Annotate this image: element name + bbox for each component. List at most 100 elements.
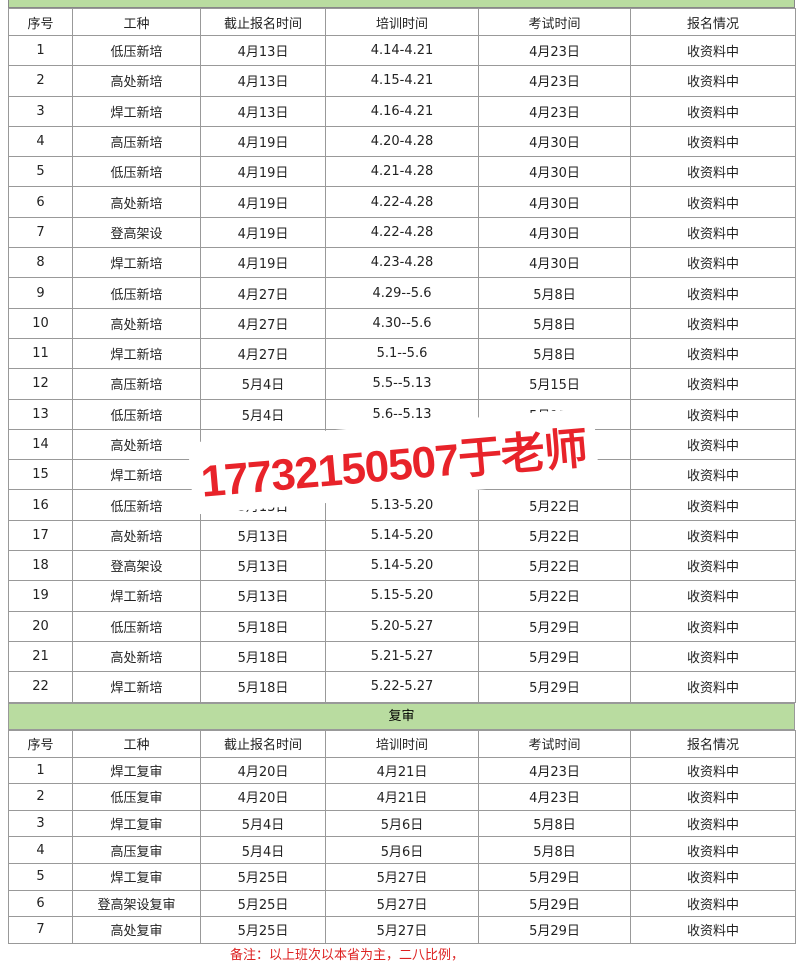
cell: 焊工新培 [72, 671, 201, 703]
cell: 考试时间 [478, 8, 631, 36]
cell: 焊工新培 [72, 247, 201, 279]
cell: 4月19日 [200, 125, 326, 158]
cell: 5月29日 [478, 916, 631, 944]
cell: 5月4日 [200, 398, 326, 430]
row: 9 低压新培 4月27日 4.29--5.6 5月8日 收资料中 [8, 277, 796, 309]
cell: 16 [8, 489, 73, 521]
cell: 1 [8, 756, 73, 785]
cell: 5.14-5.20 [325, 550, 479, 582]
cell: 4.22-4.28 [325, 216, 479, 249]
cell: 4月23日 [478, 756, 631, 785]
cell: 5.5--5.13 [325, 368, 479, 400]
cell: 5.14-5.20 [325, 519, 479, 552]
cell: 11 [8, 337, 73, 370]
cell: 工种 [72, 730, 201, 758]
cell: 收资料中 [630, 459, 796, 491]
cell: 登高架设复审 [72, 889, 201, 918]
cell: 5.22-5.27 [325, 671, 479, 703]
row: 5 低压新培 4月19日 4.21-4.28 4月30日 收资料中 [8, 156, 796, 188]
cell: 4 [8, 125, 73, 158]
cell: 5月29日 [478, 640, 631, 673]
cell: 6 [8, 186, 73, 218]
cell: 15 [8, 459, 73, 491]
cell: 5月18日 [200, 671, 326, 703]
row: 6 登高架设复审 5月25日 5月27日 5月29日 收资料中 [8, 889, 796, 918]
cell: 4月27日 [200, 307, 326, 339]
row: 12 高压新培 5月4日 5.5--5.13 5月15日 收资料中 [8, 368, 796, 400]
cell: 5月25日 [200, 889, 326, 918]
cell: 收资料中 [630, 277, 796, 309]
cell: 4.23-4.28 [325, 247, 479, 279]
cell: 焊工复审 [72, 756, 201, 785]
cell: 2 [8, 783, 73, 811]
cell: 5月6日 [325, 836, 479, 864]
cell: 4月27日 [200, 337, 326, 370]
cell: 4.21-4.28 [325, 156, 479, 188]
cell: 收资料中 [630, 186, 796, 218]
cell: 低压新培 [72, 156, 201, 188]
cell: 高压复审 [72, 836, 201, 864]
cell: 焊工复审 [72, 809, 201, 838]
cell: 17 [8, 519, 73, 552]
cell: 登高架设 [72, 216, 201, 249]
cell: 14 [8, 428, 73, 461]
cell: 4月30日 [478, 216, 631, 249]
cell: 18 [8, 550, 73, 582]
cell: 4.15-4.21 [325, 65, 479, 97]
cell: 3 [8, 809, 73, 838]
row: 7 高处复审 5月25日 5月27日 5月29日 收资料中 [8, 916, 796, 944]
cell: 5月22日 [478, 550, 631, 582]
cell: 5月13日 [200, 519, 326, 552]
cell: 报名情况 [630, 8, 796, 36]
cell: 收资料中 [630, 519, 796, 552]
cell: 5月8日 [478, 809, 631, 838]
row: 1 焊工复审 4月20日 4月21日 4月23日 收资料中 [8, 756, 796, 785]
row: 18 登高架设 5月13日 5.14-5.20 5月22日 收资料中 [8, 550, 796, 582]
cell: 高处复审 [72, 916, 201, 944]
cell: 5月15日 [478, 368, 631, 400]
cell: 4月21日 [325, 756, 479, 785]
cell: 4月23日 [478, 783, 631, 811]
cell: 4.22-4.28 [325, 186, 479, 218]
section-title: 复审 [8, 703, 795, 730]
note: 备注：以上班次以本省为主，二八比例， [230, 948, 465, 963]
cell: 序号 [8, 730, 73, 758]
cell: 1 [8, 34, 73, 67]
cell: 收资料中 [630, 95, 796, 127]
cell: 收资料中 [630, 247, 796, 279]
cell: 21 [8, 640, 73, 673]
cell: 5.15-5.20 [325, 580, 479, 612]
row: 1 低压新培 4月13日 4.14-4.21 4月23日 收资料中 [8, 34, 796, 67]
cell: 5月8日 [478, 836, 631, 864]
cell: 收资料中 [630, 916, 796, 944]
cell: 低压新培 [72, 489, 201, 521]
row: 4 高压新培 4月19日 4.20-4.28 4月30日 收资料中 [8, 125, 796, 158]
cell: 4月23日 [478, 65, 631, 97]
cell: 6 [8, 889, 73, 918]
cell: 7 [8, 216, 73, 249]
cell: 5月27日 [325, 862, 479, 891]
cell: 5.21-5.27 [325, 640, 479, 673]
cell: 2 [8, 65, 73, 97]
cell: 5月27日 [325, 916, 479, 944]
cell: 收资料中 [630, 836, 796, 864]
cell: 5 [8, 156, 73, 188]
cell: 收资料中 [630, 580, 796, 612]
cell: 3 [8, 95, 73, 127]
cell: 5月8日 [478, 277, 631, 309]
row: 19 焊工新培 5月13日 5.15-5.20 5月22日 收资料中 [8, 580, 796, 612]
cell: 4.14-4.21 [325, 34, 479, 67]
cell: 5.20-5.27 [325, 610, 479, 642]
cell: 13 [8, 398, 73, 430]
cell: 5月29日 [478, 610, 631, 642]
cell: 收资料中 [630, 398, 796, 430]
row: 5 焊工复审 5月25日 5月27日 5月29日 收资料中 [8, 862, 796, 891]
cell: 5月8日 [478, 337, 631, 370]
cell: 5月8日 [478, 307, 631, 339]
cell: 5月13日 [200, 580, 326, 612]
cell: 9 [8, 277, 73, 309]
cell: 4月21日 [325, 783, 479, 811]
cell: 4月19日 [200, 216, 326, 249]
cell: 5月4日 [200, 809, 326, 838]
